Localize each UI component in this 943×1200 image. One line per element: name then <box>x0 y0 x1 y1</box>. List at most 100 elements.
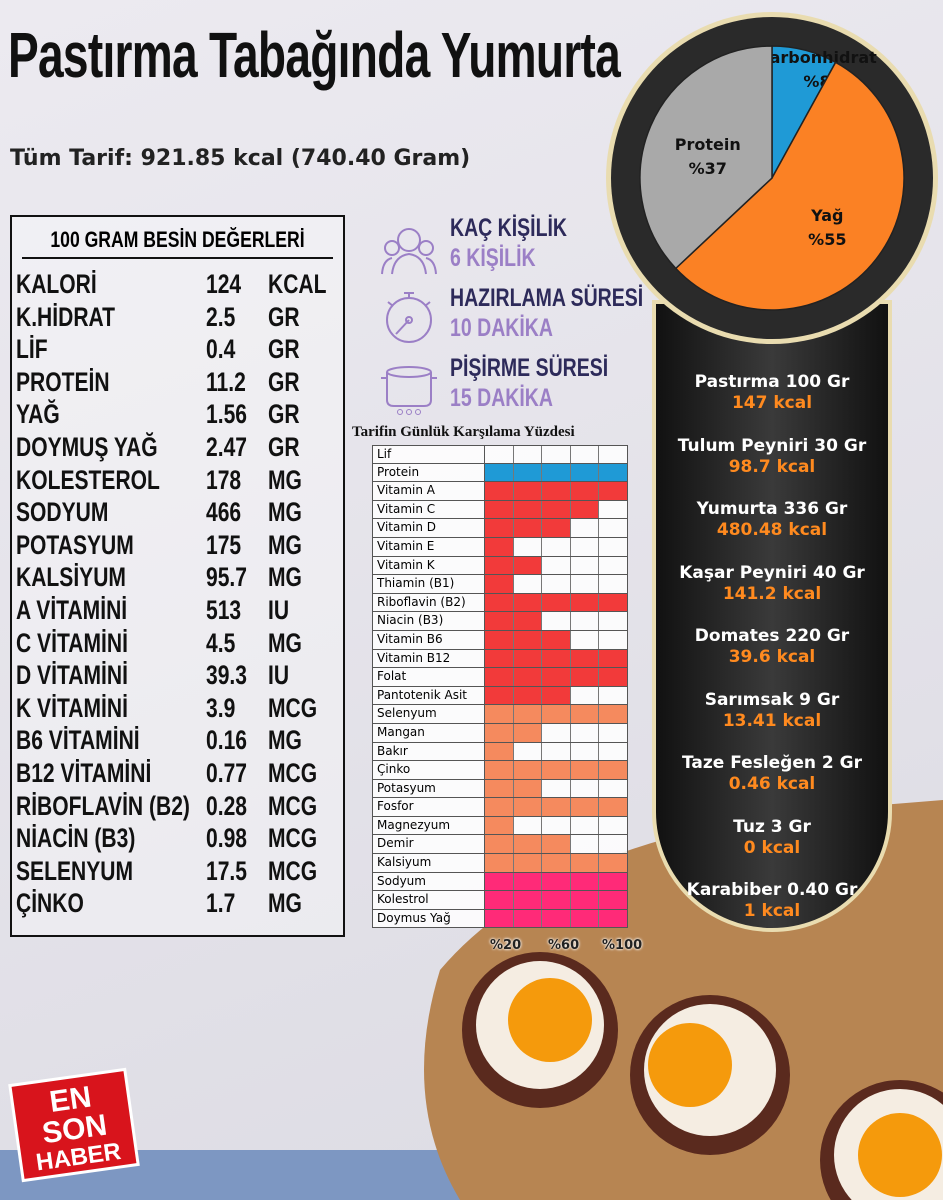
bar-segment <box>485 500 514 519</box>
nutrient-amount: 17.5 <box>206 855 247 886</box>
empty-cell <box>571 816 600 835</box>
chart-row: Çinko <box>372 761 628 780</box>
nutrient-unit: GR <box>268 301 300 332</box>
empty-cell <box>571 556 600 575</box>
empty-cell <box>571 446 600 463</box>
category-label: Bakır <box>373 742 485 761</box>
empty-cell <box>542 575 571 593</box>
pie-slice-protein <box>639 45 773 270</box>
bar-segment <box>513 835 543 854</box>
nutrient-amount: 4.5 <box>206 627 236 658</box>
category-label: Çinko <box>373 761 485 779</box>
bar-segment <box>513 463 543 482</box>
bar-segment <box>513 909 543 928</box>
bar-segment <box>485 575 514 593</box>
bar-segment <box>485 854 514 872</box>
nutrient-name: KALSİYUM <box>16 562 126 593</box>
chart-row: Vitamin E <box>372 537 628 557</box>
info-value: 15 DAKİKA <box>450 384 553 412</box>
bar-segment <box>570 593 600 612</box>
nutrient-name: YAĞ <box>16 399 60 430</box>
category-label: Selenyum <box>373 705 485 723</box>
bar-segment <box>485 798 514 816</box>
chart-row: Bakır <box>372 742 628 762</box>
bar-segment <box>485 705 514 723</box>
bar-segment <box>542 463 571 482</box>
ingredients-panel: Pastırma 100 Gr 147 kcal Tulum Peyniri 30 … <box>652 300 892 932</box>
stopwatch-icon <box>386 292 432 343</box>
bar-segment <box>599 798 627 816</box>
bar-segment <box>485 891 514 909</box>
empty-cell <box>599 687 627 705</box>
empty-cell <box>599 817 627 835</box>
empty-cell <box>514 816 543 835</box>
bar-segment <box>599 705 627 723</box>
empty-cell <box>485 446 514 463</box>
bar-segment <box>485 723 514 742</box>
ingredient-name: Karabiber 0.40 Gr <box>686 880 858 900</box>
ingredient-item: Yumurta 336 Gr 480.48 kcal <box>656 499 888 541</box>
ingredient-name: Domates 220 Gr <box>694 626 850 646</box>
category-label: Pantotenik Asit <box>373 686 485 705</box>
bar-segment <box>542 909 571 928</box>
bar-segment <box>513 612 543 630</box>
nutrient-amount: 39.3 <box>206 660 247 691</box>
nutrient-amount: 11.2 <box>206 366 246 397</box>
chart-row: Demir <box>372 835 628 855</box>
nutrient-amount: 2.47 <box>206 432 247 462</box>
empty-cell <box>514 575 543 593</box>
chart-row: Vitamin C <box>372 500 628 520</box>
bar-segment <box>599 649 627 668</box>
bar-segment <box>599 593 627 612</box>
chart-row: Lif <box>372 445 628 464</box>
ingredient-item: Taze Fesleğen 2 Gr 0.46 kcal <box>656 753 888 795</box>
chart-row: Mangan <box>372 723 628 743</box>
category-label: Vitamin B12 <box>373 649 485 668</box>
chart-row: Kalsiyum <box>372 854 628 873</box>
ingredient-kcal: 480.48 kcal <box>716 520 828 540</box>
nutrient-unit: GR <box>268 432 300 462</box>
bar-segment <box>542 761 571 779</box>
bar-segment <box>513 686 543 705</box>
empty-cell <box>599 538 627 556</box>
slice-label: Protein <box>675 135 741 154</box>
chart-row: Pantotenik Asit <box>372 686 628 706</box>
chart-row: Vitamin A <box>372 482 628 501</box>
bar-segment <box>570 482 600 500</box>
bar-segment <box>570 909 600 928</box>
nutrient-unit: IU <box>268 595 290 625</box>
category-label: Vitamin A <box>373 482 485 500</box>
category-label: Protein <box>373 463 485 482</box>
bar-segment <box>513 500 543 519</box>
category-label: Demir <box>373 835 485 854</box>
ingredient-kcal: 0 kcal <box>743 837 801 858</box>
bar-segment <box>599 761 627 779</box>
bar-segment <box>570 761 600 779</box>
info-1: HAZIRLAMA SÜRESİ 10 DAKİKA <box>380 284 650 354</box>
bar-segment <box>513 630 543 649</box>
empty-cell <box>599 835 627 853</box>
category-label: Fosfor <box>373 798 485 816</box>
category-label: Niacin (B3) <box>373 612 485 630</box>
chart-row: Protein <box>372 463 628 483</box>
bar-segment <box>485 463 514 482</box>
nutrient-amount: 0.77 <box>206 758 247 788</box>
bar-segment <box>485 519 514 537</box>
info-label: HAZIRLAMA SÜRESİ <box>450 284 644 312</box>
ingredient-kcal: 147 kcal <box>731 393 813 413</box>
bar-segment <box>485 686 514 705</box>
bar-segment <box>485 649 514 668</box>
nutrient-unit: MG <box>268 627 302 658</box>
empty-cell <box>599 519 627 537</box>
x-tick: %60 <box>548 938 580 953</box>
pot-icon <box>381 366 437 415</box>
empty-cell <box>599 612 627 630</box>
bar-segment <box>513 761 543 779</box>
category-label: Kalsiyum <box>373 854 485 872</box>
nutrient-name: POTASYUM <box>16 529 134 560</box>
nutrient-amount: 0.16 <box>206 725 247 756</box>
chart-row: Doymus Yağ <box>372 909 628 929</box>
ingredient-item: Kaşar Peyniri 40 Gr 141.2 kcal <box>656 563 888 605</box>
bar-segment <box>542 891 571 909</box>
nutrient-amount: 513 <box>206 595 242 625</box>
